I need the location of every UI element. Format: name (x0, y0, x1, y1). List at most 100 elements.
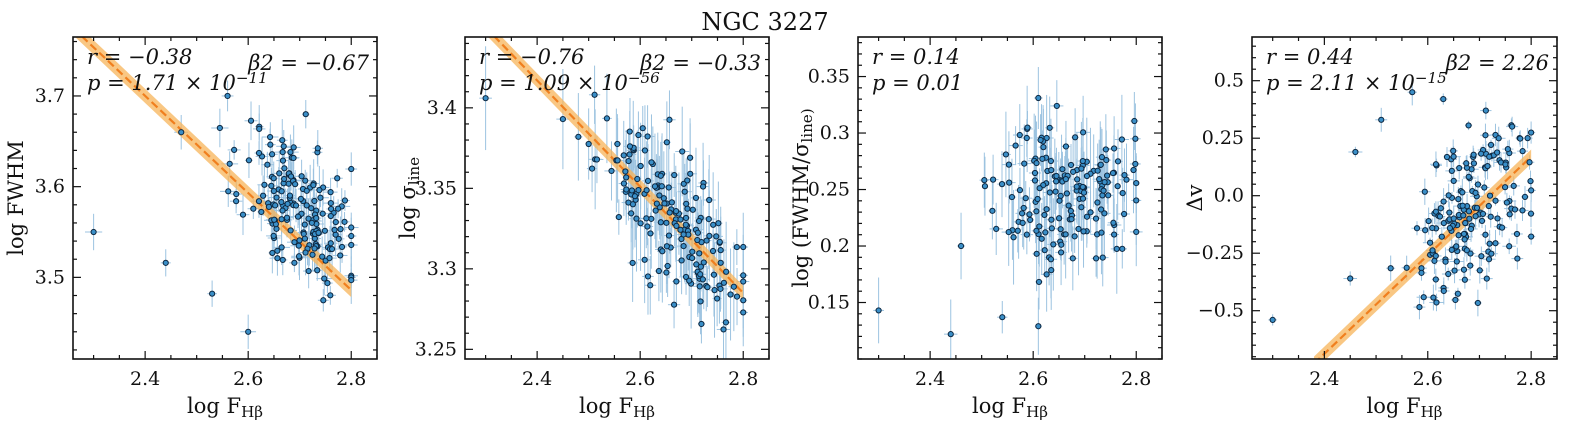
data-point (1454, 290, 1462, 297)
data-point (947, 331, 954, 338)
data-point (1473, 204, 1481, 212)
data-point (1494, 215, 1501, 222)
data-point (1039, 155, 1046, 162)
data-point (291, 259, 298, 266)
data-point (335, 235, 342, 242)
data-point (1450, 215, 1457, 222)
data-point (641, 256, 648, 263)
data-point (1133, 228, 1140, 236)
data-point (294, 213, 302, 220)
data-point (162, 259, 169, 266)
data-point (334, 175, 341, 182)
data-point (697, 298, 704, 305)
data-point (1426, 239, 1434, 246)
data-point (1033, 227, 1040, 234)
data-point (656, 192, 663, 199)
fit-confidence-band (75, 37, 352, 298)
data-point (1485, 202, 1492, 210)
x-tick-label: 2.8 (336, 368, 366, 390)
data-point (1058, 241, 1065, 248)
data-point (1442, 258, 1449, 265)
data-point (1446, 224, 1453, 232)
data-point (637, 162, 644, 170)
data-point (270, 187, 277, 195)
data-point (694, 236, 701, 244)
data-point (1459, 189, 1466, 196)
data-point (626, 128, 633, 135)
data-point (1432, 161, 1440, 168)
data-point (696, 283, 703, 290)
data-point (1440, 96, 1447, 103)
data-point (614, 157, 621, 164)
data-point (1476, 267, 1483, 274)
data-point (679, 148, 686, 155)
data-point (1119, 189, 1126, 197)
data-point (634, 175, 641, 183)
data-point (348, 241, 355, 249)
data-point (321, 275, 328, 282)
data-point (1033, 250, 1040, 257)
data-point (1517, 135, 1524, 142)
data-point (1121, 172, 1128, 179)
data-point (643, 215, 650, 222)
data-layer (873, 67, 1143, 359)
data-point (279, 149, 286, 156)
data-point (301, 221, 308, 228)
data-point (1465, 208, 1473, 215)
data-point (1019, 219, 1026, 226)
x-axis-label: log FHβ (187, 394, 263, 421)
data-point (1463, 160, 1470, 167)
data-point (705, 215, 712, 223)
data-point (272, 202, 279, 209)
data-point (1482, 231, 1489, 238)
data-point (1068, 216, 1075, 223)
data-point (1460, 212, 1467, 219)
data-point (631, 193, 639, 200)
data-point (1470, 160, 1478, 167)
data-point (1456, 164, 1463, 172)
data-point (1010, 234, 1017, 241)
data-point (278, 198, 285, 206)
data-point (1461, 236, 1468, 243)
axes-frame (464, 36, 770, 360)
fit-line (1317, 155, 1532, 359)
data-point (733, 243, 740, 251)
x-tick-label: 2.6 (625, 368, 655, 390)
data-point (314, 145, 321, 152)
data-point (1443, 153, 1451, 161)
data-point (319, 253, 326, 260)
data-point (278, 188, 285, 195)
data-point (1450, 153, 1457, 160)
data-point (1492, 240, 1499, 247)
data-point (1486, 153, 1493, 160)
data-point (1047, 256, 1055, 263)
data-point (694, 229, 701, 236)
data-point (274, 247, 281, 254)
data-point (663, 243, 670, 250)
data-point (1465, 122, 1472, 129)
data-point (1450, 177, 1457, 184)
data-point (1429, 247, 1436, 254)
data-point (1479, 210, 1487, 217)
data-point (261, 181, 268, 188)
data-point (658, 183, 665, 190)
beta2-annotation: β2 = −0.67 (247, 51, 369, 75)
data-point (258, 208, 265, 216)
data-point (989, 207, 996, 214)
data-point (990, 176, 997, 183)
data-point (276, 170, 283, 177)
data-point (1034, 195, 1041, 203)
x-tick-label: 2.4 (915, 368, 945, 390)
data-point (1446, 209, 1453, 216)
data-point (1040, 144, 1047, 151)
data-point (1057, 226, 1064, 233)
data-point (670, 301, 678, 308)
data-point (1042, 229, 1049, 236)
y-tick-label: 3.3 (427, 258, 457, 280)
data-point (1043, 271, 1050, 278)
data-point (1080, 189, 1088, 196)
data-point (1460, 266, 1468, 273)
y-tick-label: 0.15 (808, 292, 850, 314)
data-point (348, 165, 355, 173)
